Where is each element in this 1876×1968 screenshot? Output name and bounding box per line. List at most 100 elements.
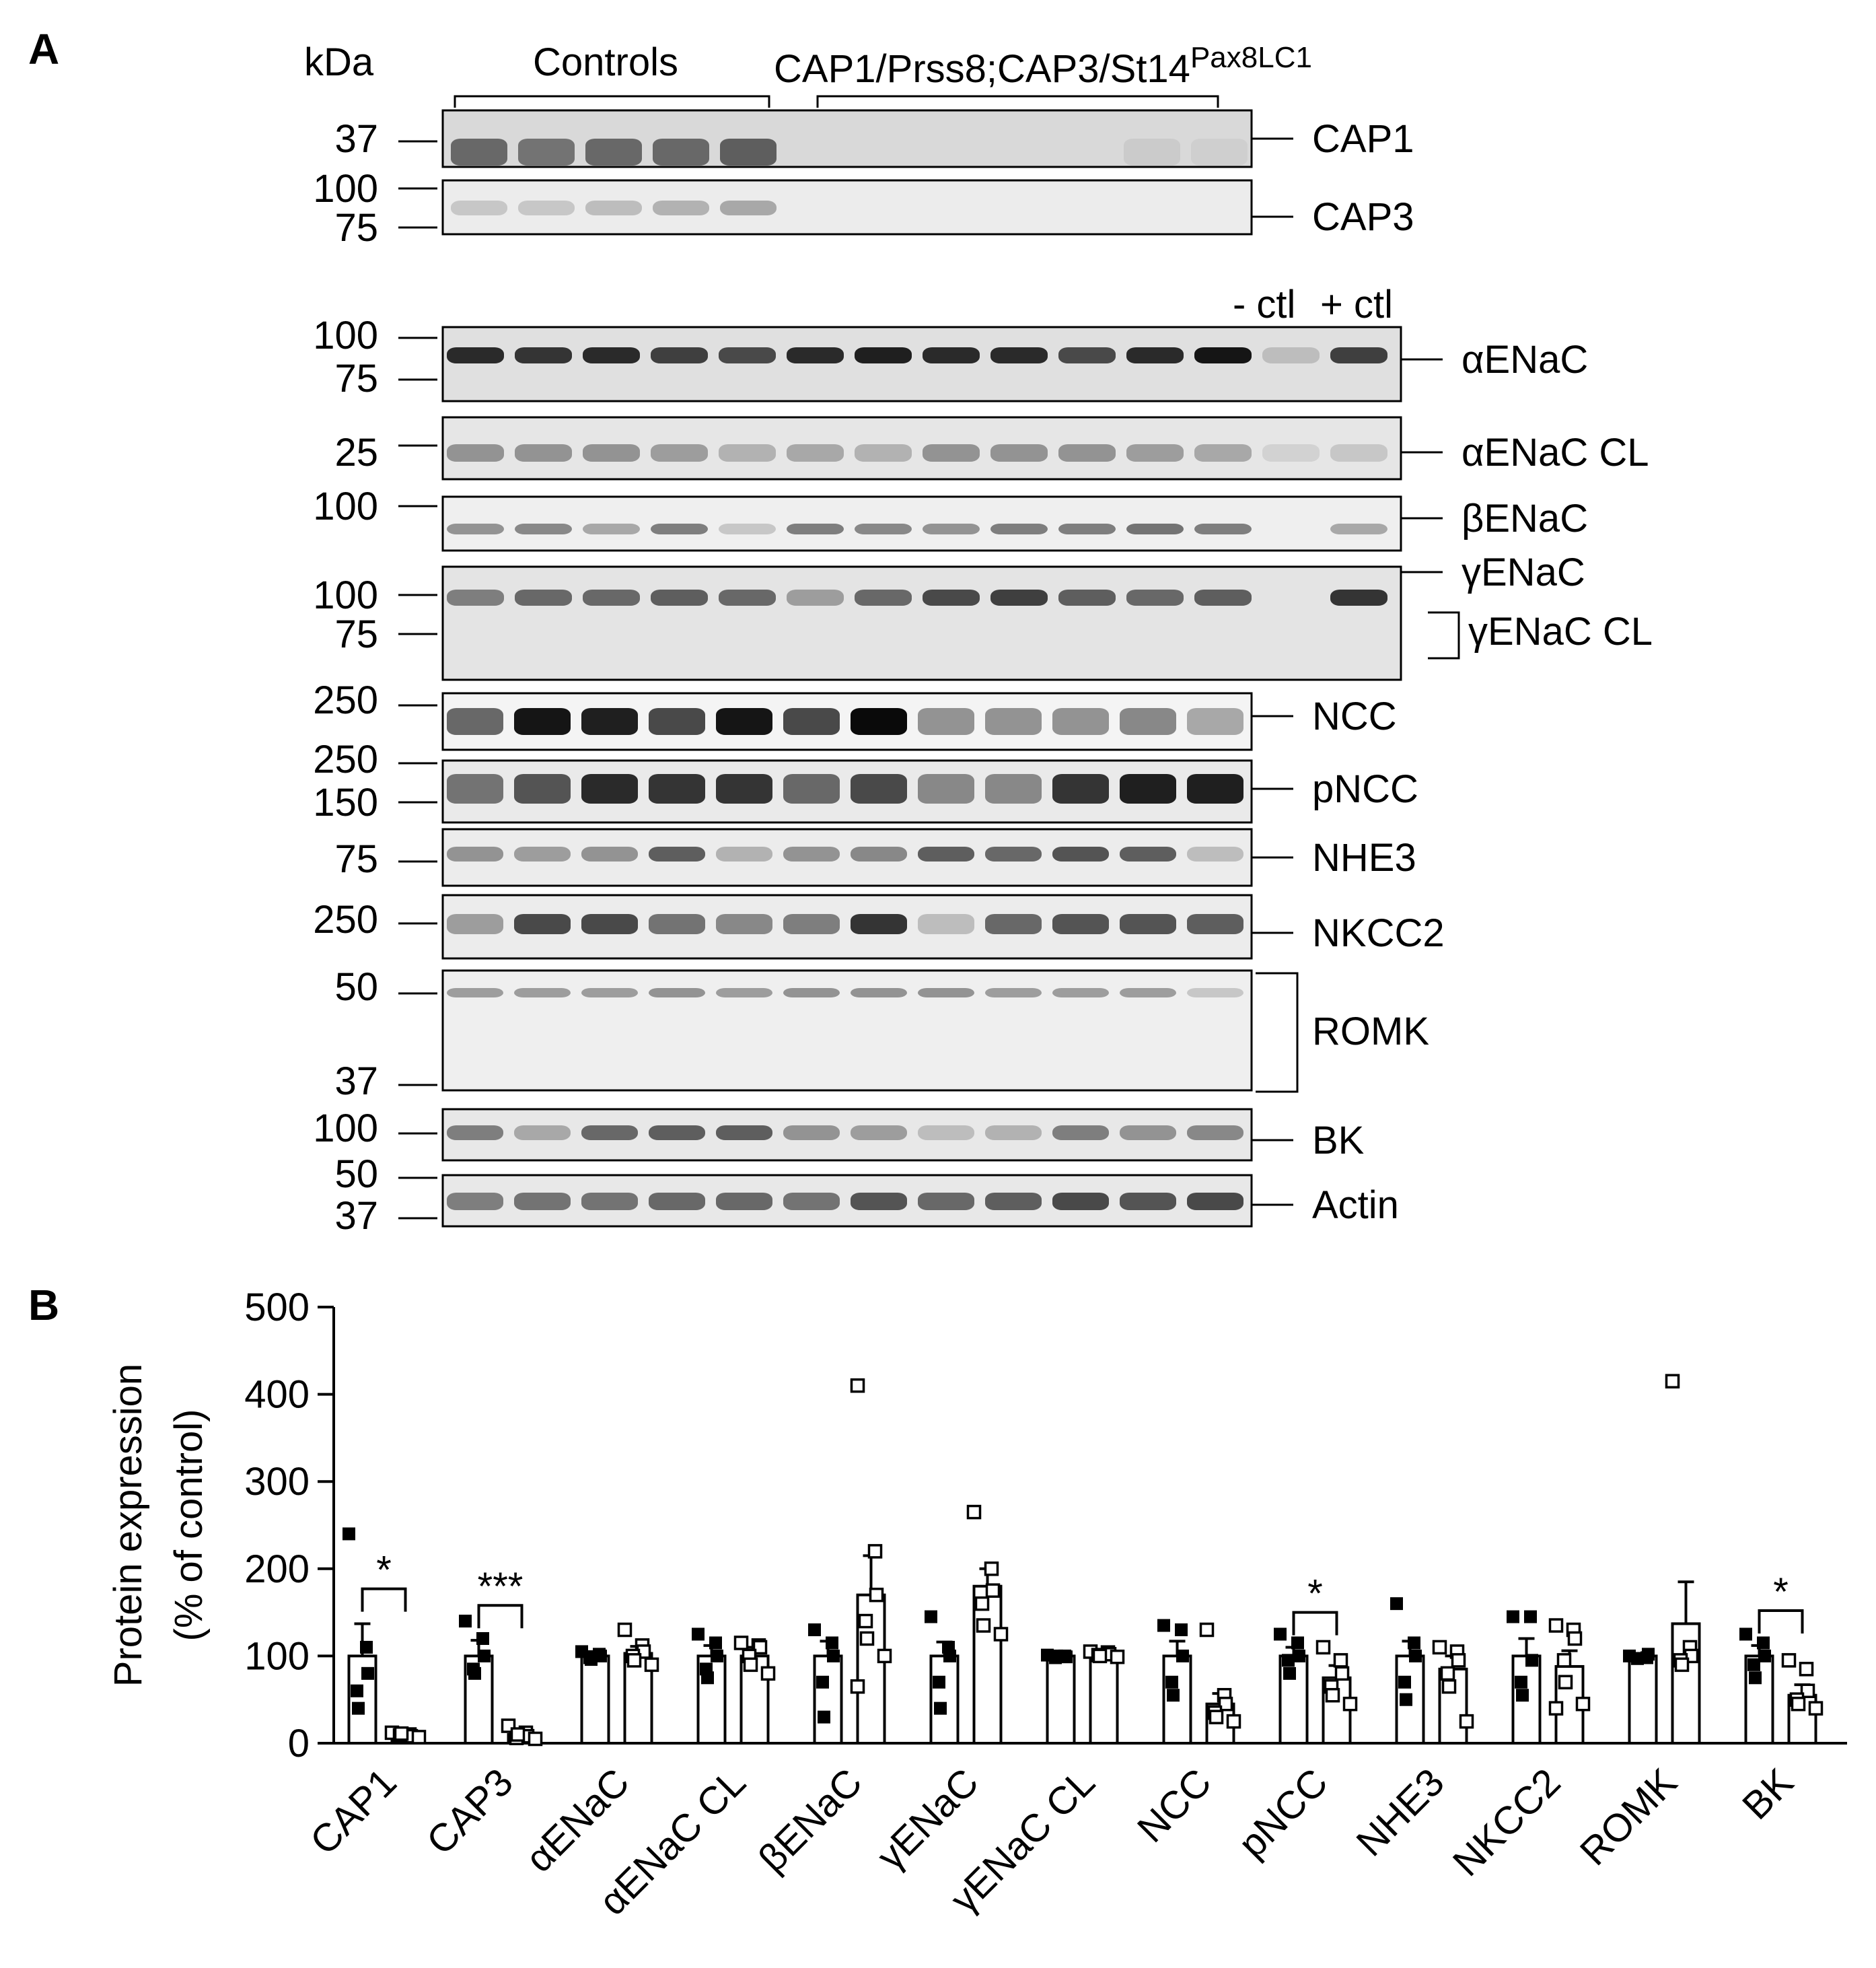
blot-10-band-7 [918, 914, 974, 934]
data-point [1441, 1679, 1457, 1694]
blot-3-band-11 [1194, 444, 1252, 462]
blot-12-band-11 [1187, 1125, 1243, 1140]
data-point [733, 1636, 749, 1650]
data-point [985, 1583, 1001, 1598]
data-point [459, 1615, 472, 1628]
blot-label: αENaC [1462, 338, 1588, 382]
blot-7-band-2 [581, 708, 638, 735]
blot-13-band-8 [985, 1193, 1042, 1210]
blot-11-band-11 [1187, 988, 1243, 997]
blot-11-band-1 [514, 988, 571, 997]
data-point [1642, 1648, 1655, 1661]
data-point [1390, 1597, 1403, 1611]
pos-ctl-label: + ctl [1320, 283, 1393, 326]
blot-12-band-9 [1052, 1125, 1109, 1140]
data-point [850, 1679, 865, 1694]
blot-2-band-12 [1262, 347, 1320, 363]
data-point [1548, 1618, 1564, 1633]
y-tick-label: 200 [244, 1547, 310, 1591]
blot-4-membrane [441, 495, 1402, 552]
data-point [478, 1649, 491, 1662]
data-point [1165, 1675, 1178, 1689]
blot-label: NCC [1312, 695, 1397, 738]
data-point [1175, 1623, 1188, 1637]
marker-label: 100 [313, 573, 378, 617]
data-point [1674, 1657, 1690, 1673]
data-point [701, 1671, 714, 1685]
marker-label: 37 [334, 1194, 378, 1238]
data-point [709, 1636, 722, 1650]
data-point [1398, 1675, 1411, 1689]
blot-label: NHE3 [1312, 836, 1416, 880]
data-point [1556, 1653, 1572, 1668]
marker-label: 37 [334, 117, 378, 161]
blot-label: γENaC [1462, 551, 1585, 594]
blot-10-band-11 [1187, 914, 1243, 934]
blot-13-band-3 [649, 1193, 705, 1210]
blot-label: βENaC [1462, 497, 1588, 540]
blot-4-band-6 [855, 524, 912, 534]
blot-2-band-2 [583, 347, 640, 363]
blot-10-band-10 [1120, 914, 1176, 934]
blot-12-band-10 [1120, 1125, 1176, 1140]
blot-label: CAP3 [1312, 195, 1414, 239]
data-point [1524, 1610, 1537, 1623]
data-point [859, 1631, 875, 1646]
data-point [585, 1653, 598, 1666]
data-point [1110, 1649, 1125, 1664]
blot-9-band-10 [1120, 847, 1176, 862]
blot-3-band-6 [855, 444, 912, 462]
blot-4-band-10 [1126, 524, 1184, 534]
category-label: CAP1 [302, 1760, 405, 1863]
blot-4-band-9 [1058, 524, 1116, 534]
blot-7-band-0 [447, 708, 503, 735]
blot-10-membrane [441, 894, 1253, 960]
blot-11-membrane [441, 969, 1253, 1092]
blot-0-band-0 [451, 139, 507, 166]
significance-bracket [1292, 1611, 1338, 1636]
data-point [974, 1596, 990, 1611]
data-point [1092, 1648, 1108, 1664]
blot-label: ROMK [1312, 1010, 1429, 1053]
blot-5-band-1 [515, 590, 572, 606]
blot-label: αENaC CL [1462, 431, 1649, 475]
bar [580, 1654, 610, 1745]
blot-8-band-3 [649, 774, 705, 804]
blot-11-band-6 [851, 988, 907, 997]
blot-1-band-0 [451, 201, 507, 215]
controls-bracket [454, 95, 770, 108]
data-point [1451, 1653, 1466, 1668]
data-point [1575, 1696, 1591, 1712]
category-label: NHE3 [1348, 1760, 1452, 1864]
blot-2-membrane [441, 326, 1402, 402]
data-point [976, 1618, 991, 1633]
blot-8-band-0 [447, 774, 503, 804]
blot-4-band-1 [515, 524, 572, 534]
blot-4-band-4 [719, 524, 776, 534]
marker-label: 75 [334, 612, 378, 656]
blot-8-band-6 [851, 774, 907, 804]
marker-label: 250 [313, 678, 378, 722]
blot-9-band-8 [985, 847, 1042, 862]
marker-label: 250 [313, 738, 378, 781]
data-point [1758, 1649, 1771, 1662]
blot-5-band-11 [1194, 590, 1252, 606]
blot-2-band-10 [1126, 347, 1184, 363]
blot-8-membrane [441, 759, 1253, 824]
blot-8-band-10 [1120, 774, 1176, 804]
data-point [993, 1627, 1009, 1642]
data-point [943, 1649, 956, 1662]
blot-9-band-5 [783, 847, 840, 862]
blot-7-band-7 [918, 708, 974, 735]
data-point [1050, 1649, 1063, 1662]
y-tick-label: 400 [244, 1373, 310, 1417]
blot-11-band-3 [649, 988, 705, 997]
data-point [1800, 1683, 1815, 1698]
blot-12-band-2 [581, 1125, 638, 1140]
blot-label: NKCC2 [1312, 911, 1445, 955]
significance-label: *** [478, 1565, 524, 1609]
category-label: NKCC2 [1445, 1760, 1569, 1885]
blot-1-band-1 [518, 201, 575, 215]
bar [1046, 1654, 1076, 1745]
mutant-bracket [816, 95, 1219, 108]
